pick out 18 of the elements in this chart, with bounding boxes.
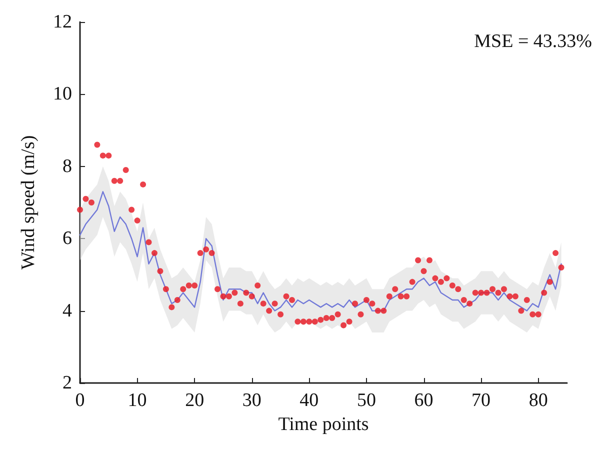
x-tick-label: 50 bbox=[356, 390, 376, 411]
y-tick-label: 10 bbox=[53, 84, 72, 105]
y-axis-title: Wind speed (m/s) bbox=[18, 135, 39, 270]
y-tick-label: 6 bbox=[62, 228, 72, 250]
x-tick-label: 10 bbox=[128, 390, 147, 411]
y-tick-label: 8 bbox=[62, 156, 72, 177]
y-tick-label: 2 bbox=[62, 372, 72, 394]
x-tick-label: 0 bbox=[75, 390, 85, 411]
x-tick-label: 30 bbox=[242, 390, 262, 411]
x-tick-label: 60 bbox=[414, 390, 434, 411]
y-tick-label: 12 bbox=[53, 12, 72, 32]
x-tick-label: 80 bbox=[528, 390, 548, 411]
x-tick-label: 40 bbox=[300, 390, 319, 411]
x-tick-label: 20 bbox=[185, 390, 204, 411]
x-tick-label: 70 bbox=[472, 390, 491, 411]
x-axis-title: Time points bbox=[278, 414, 369, 435]
y-tick-label: 4 bbox=[62, 300, 72, 322]
annotation: MSE = 43.33% bbox=[474, 31, 592, 52]
